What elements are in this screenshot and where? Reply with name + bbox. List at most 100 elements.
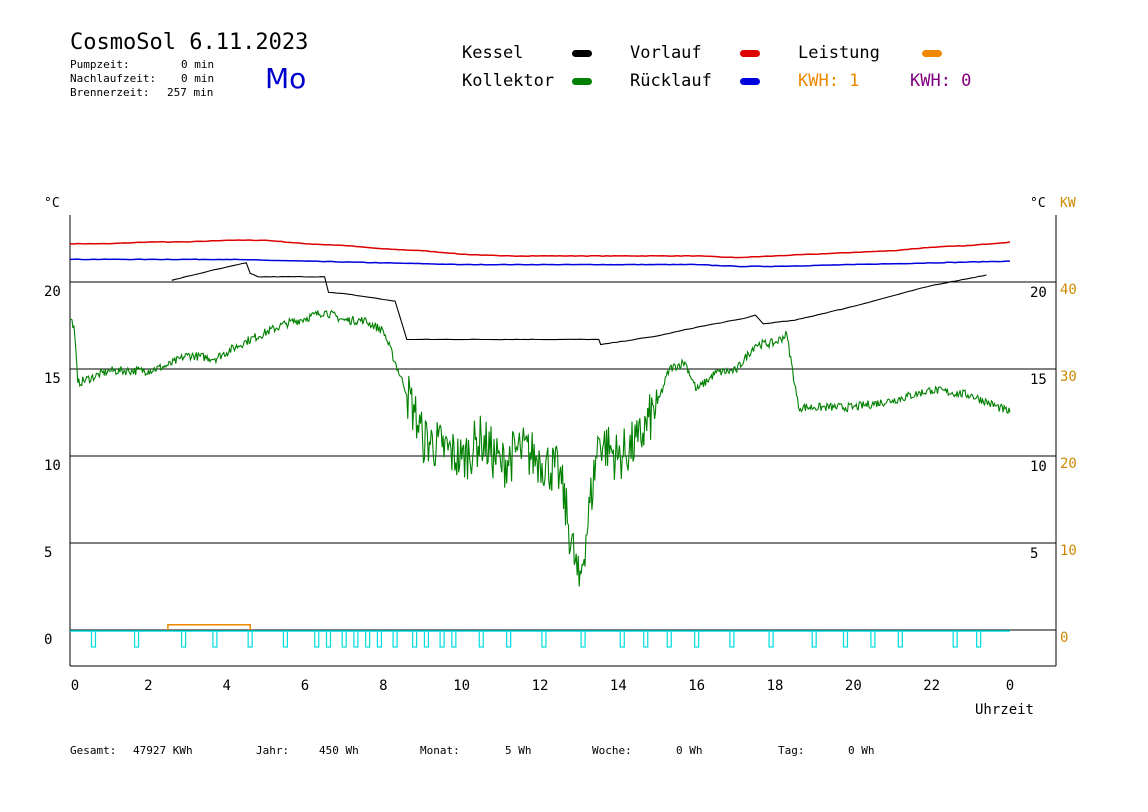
y-tick-label-right: 20 [1030, 285, 1047, 301]
x-axis-label: Uhrzeit [975, 702, 1034, 718]
pump-time-value: 0 min [181, 58, 215, 71]
legend-vorlauf-label: Vorlauf [630, 43, 702, 63]
pump-pulse [666, 630, 672, 648]
x-tick-label: 6 [301, 678, 309, 694]
pump-pulse [619, 630, 625, 648]
y-tick-label-right: 15 [1030, 372, 1047, 388]
legend-ruecklauf-label: Rücklauf [630, 71, 712, 91]
legend-leistung-label: Leistung [798, 43, 880, 63]
pump-pulse [768, 630, 774, 648]
pump-pulse [729, 630, 735, 648]
x-tick-label: 4 [222, 678, 230, 694]
overrun-time-label: Nachlaufzeit: [70, 72, 157, 85]
footer-tag-value: 0 Wh [848, 744, 875, 757]
pump-pulse [478, 630, 484, 648]
y-tick-label-left: 10 [44, 458, 61, 474]
weekday-label: Mo [265, 62, 307, 95]
footer-gesamt-value: 47927 KWh [133, 744, 193, 757]
pump-pulse [694, 630, 700, 648]
series-line-leistung [167, 624, 251, 630]
x-tick-label: 2 [144, 678, 152, 694]
y-tick-label-left: 5 [44, 545, 52, 561]
y-tick-label-kw: 20 [1060, 456, 1077, 472]
x-tick-label: 14 [610, 678, 627, 694]
x-tick-label: 20 [845, 678, 862, 694]
pump-pulse [247, 630, 253, 648]
y-tick-label-left: 0 [44, 632, 52, 648]
footer-tag-label: Tag: [778, 744, 805, 757]
series-line-ruecklauf [69, 258, 1010, 268]
footer-woche-value: 0 Wh [676, 744, 703, 757]
y-tick-label-kw: 10 [1060, 543, 1077, 559]
legend-kwh-orange: KWH: 1 [798, 71, 860, 91]
pump-pulse [412, 630, 418, 648]
pump-pulse [541, 630, 547, 648]
pump-pulse [842, 630, 849, 648]
pump-pulse [180, 630, 187, 648]
legend-kessel-swatch [572, 50, 592, 57]
y-tick-label-right: 10 [1030, 459, 1047, 475]
legend-kessel-label: Kessel [462, 43, 524, 63]
pump-pulse [580, 630, 586, 648]
pump-pulse [423, 630, 430, 648]
x-tick-label: 10 [453, 678, 470, 694]
pump-pulse [897, 630, 903, 648]
footer-monat-value: 5 Wh [505, 744, 532, 757]
series-line-vorlauf [69, 239, 1011, 259]
pump-pulse [870, 630, 876, 648]
burner-time-label: Brennerzeit: [70, 86, 150, 99]
pump-pulse [314, 630, 320, 648]
pump-pulse [353, 630, 359, 648]
pump-pulse [90, 630, 97, 648]
legend-vorlauf-swatch [740, 50, 760, 57]
x-tick-label: 18 [767, 678, 784, 694]
legend-kwh-purple: KWH: 0 [910, 71, 972, 91]
x-tick-label: 0 [1006, 678, 1014, 694]
y-tick-label-kw: 40 [1060, 282, 1077, 298]
legend-kollektor-label: Kollektor [462, 71, 555, 91]
y-tick-label-kw: 30 [1060, 369, 1077, 385]
legend-ruecklauf-swatch [740, 78, 760, 85]
y-tick-label-kw: 0 [1060, 630, 1068, 646]
pump-pulse [341, 630, 347, 648]
pump-pulse [506, 630, 512, 648]
pump-pulse [439, 630, 445, 648]
x-tick-label: 16 [688, 678, 705, 694]
pump-pulse [643, 630, 649, 648]
pump-pulse [811, 630, 817, 648]
pump-pulse [976, 630, 982, 648]
pump-pulse [376, 630, 383, 648]
x-tick-label: 22 [923, 678, 940, 694]
footer-jahr-value: 450 Wh [319, 744, 359, 757]
pump-pulse [282, 630, 289, 648]
series-line-kollektor [69, 309, 1011, 587]
pump-pulse [133, 630, 140, 648]
footer-monat-label: Monat: [420, 744, 460, 757]
y-axis-unit-kw: KW [1060, 196, 1076, 211]
pump-pulse [365, 630, 371, 648]
footer-woche-label: Woche: [592, 744, 632, 757]
y-tick-label-right: 5 [1030, 546, 1038, 562]
x-tick-label: 8 [379, 678, 387, 694]
y-axis-unit-left: °C [44, 196, 60, 211]
y-tick-label-left: 15 [44, 371, 61, 387]
y-axis-unit-right: °C [1030, 196, 1046, 211]
legend-leistung-swatch [922, 50, 942, 57]
x-tick-label: 0 [71, 678, 79, 694]
pump-pulse [952, 630, 958, 648]
x-tick-label: 12 [532, 678, 549, 694]
legend-kollektor-swatch [572, 78, 592, 85]
pump-time-label: Pumpzeit: [70, 58, 130, 71]
footer-gesamt-label: Gesamt: [70, 744, 117, 757]
burner-time-value: 257 min [167, 86, 214, 99]
pump-pulse [451, 630, 457, 648]
footer-jahr-label: Jahr: [256, 744, 290, 757]
pump-pulse [392, 630, 398, 648]
chart-title: CosmoSol 6.11.2023 [70, 30, 309, 55]
overrun-time-value: 0 min [181, 72, 215, 85]
series-line-kessel [171, 262, 987, 346]
y-tick-label-left: 20 [44, 284, 61, 300]
pump-pulse [212, 630, 218, 648]
pump-pulse [325, 630, 332, 648]
